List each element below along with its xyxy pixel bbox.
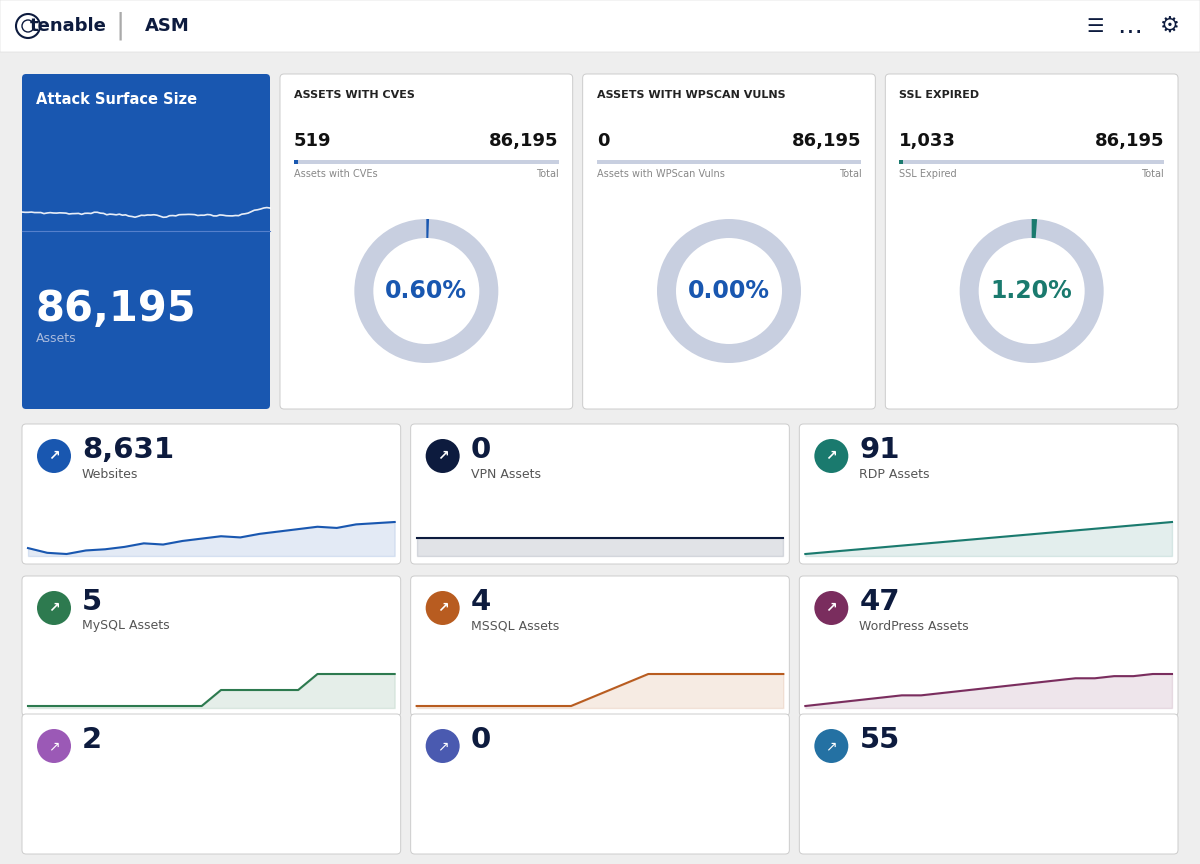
Text: 1.20%: 1.20%	[991, 279, 1073, 303]
Circle shape	[426, 729, 460, 763]
Text: ↗: ↗	[48, 601, 60, 615]
Text: 8,631: 8,631	[82, 436, 174, 464]
Text: Total: Total	[1141, 169, 1164, 179]
Text: SSL EXPIRED: SSL EXPIRED	[899, 90, 979, 100]
Text: Attack Surface Size: Attack Surface Size	[36, 92, 197, 107]
Text: 2: 2	[82, 726, 102, 754]
FancyBboxPatch shape	[22, 424, 401, 564]
Text: 1,033: 1,033	[899, 132, 956, 150]
Text: ↗: ↗	[48, 739, 60, 753]
Text: ↗: ↗	[826, 449, 838, 463]
Text: 86,195: 86,195	[490, 132, 559, 150]
Text: 0: 0	[470, 726, 491, 754]
Text: Assets: Assets	[36, 333, 77, 346]
FancyBboxPatch shape	[280, 74, 572, 409]
FancyBboxPatch shape	[799, 424, 1178, 564]
Circle shape	[815, 439, 848, 473]
Text: MSSQL Assets: MSSQL Assets	[470, 619, 559, 632]
Text: ↗: ↗	[826, 601, 838, 615]
Text: WordPress Assets: WordPress Assets	[859, 619, 968, 632]
Text: Assets with CVEs: Assets with CVEs	[294, 169, 378, 179]
Text: Websites: Websites	[82, 467, 138, 480]
Bar	[294, 160, 559, 164]
Text: ↗: ↗	[437, 739, 449, 753]
Circle shape	[37, 591, 71, 625]
Wedge shape	[354, 219, 498, 363]
Text: 86,195: 86,195	[1094, 132, 1164, 150]
Text: Total: Total	[839, 169, 862, 179]
Text: ↗: ↗	[826, 739, 838, 753]
Text: ASM: ASM	[145, 17, 190, 35]
Text: SSL Expired: SSL Expired	[899, 169, 956, 179]
Text: MySQL Assets: MySQL Assets	[82, 619, 169, 632]
Text: 0.00%: 0.00%	[688, 279, 770, 303]
Circle shape	[815, 591, 848, 625]
FancyBboxPatch shape	[886, 74, 1178, 409]
Text: 86,195: 86,195	[792, 132, 862, 150]
FancyBboxPatch shape	[22, 714, 401, 854]
Text: 0: 0	[470, 436, 491, 464]
Text: |: |	[115, 12, 125, 41]
Text: 4: 4	[470, 588, 491, 616]
FancyBboxPatch shape	[0, 0, 1200, 52]
Circle shape	[37, 439, 71, 473]
Text: VPN Assets: VPN Assets	[470, 467, 541, 480]
Text: 519: 519	[294, 132, 331, 150]
Text: RDP Assets: RDP Assets	[859, 467, 930, 480]
FancyBboxPatch shape	[410, 576, 790, 716]
Text: 91: 91	[859, 436, 900, 464]
FancyBboxPatch shape	[583, 74, 875, 409]
Text: 5: 5	[82, 588, 102, 616]
Text: ⚙: ⚙	[1160, 16, 1180, 36]
Text: Assets with WPScan Vulns: Assets with WPScan Vulns	[596, 169, 725, 179]
Text: ASSETS WITH WPSCAN VULNS: ASSETS WITH WPSCAN VULNS	[596, 90, 785, 100]
Bar	[899, 160, 1164, 164]
Bar	[596, 160, 862, 164]
FancyBboxPatch shape	[410, 714, 790, 854]
Text: 0: 0	[596, 132, 610, 150]
Circle shape	[37, 729, 71, 763]
FancyBboxPatch shape	[410, 424, 790, 564]
Text: ASSETS WITH CVES: ASSETS WITH CVES	[294, 90, 415, 100]
Text: 86,195: 86,195	[36, 288, 197, 330]
Circle shape	[426, 439, 460, 473]
Circle shape	[815, 729, 848, 763]
Wedge shape	[658, 219, 802, 363]
Text: 55: 55	[859, 726, 900, 754]
Wedge shape	[1032, 219, 1037, 238]
Text: 0.60%: 0.60%	[385, 279, 467, 303]
FancyBboxPatch shape	[22, 576, 401, 716]
Text: ↗: ↗	[48, 449, 60, 463]
Wedge shape	[960, 219, 1104, 363]
Bar	[899, 160, 904, 164]
Wedge shape	[426, 219, 430, 238]
Bar	[294, 160, 298, 164]
Text: tenable: tenable	[30, 17, 107, 35]
Text: …: …	[1117, 14, 1142, 38]
Text: 47: 47	[859, 588, 900, 616]
Text: Total: Total	[536, 169, 559, 179]
FancyBboxPatch shape	[22, 74, 270, 409]
Text: ☰: ☰	[1086, 16, 1104, 35]
FancyBboxPatch shape	[799, 714, 1178, 854]
Circle shape	[426, 591, 460, 625]
Text: ↗: ↗	[437, 449, 449, 463]
Text: ↗: ↗	[437, 601, 449, 615]
FancyBboxPatch shape	[799, 576, 1178, 716]
